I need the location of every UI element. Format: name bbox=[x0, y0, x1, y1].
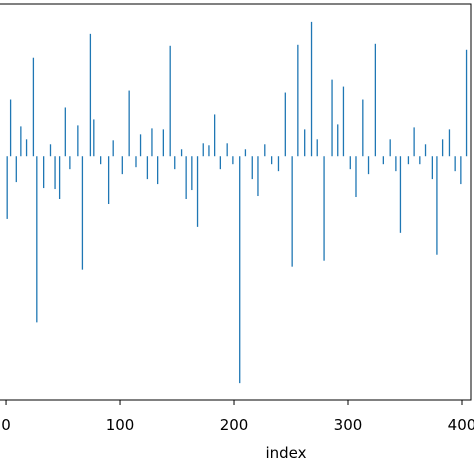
x-tick-label: 300 bbox=[334, 416, 363, 434]
x-tick-label: 400 bbox=[448, 416, 474, 434]
x-tick-label: 100 bbox=[106, 416, 135, 434]
x-tick-label: 0 bbox=[1, 416, 11, 434]
x-axis-label: index bbox=[265, 444, 306, 462]
x-tick-label: 200 bbox=[220, 416, 249, 434]
